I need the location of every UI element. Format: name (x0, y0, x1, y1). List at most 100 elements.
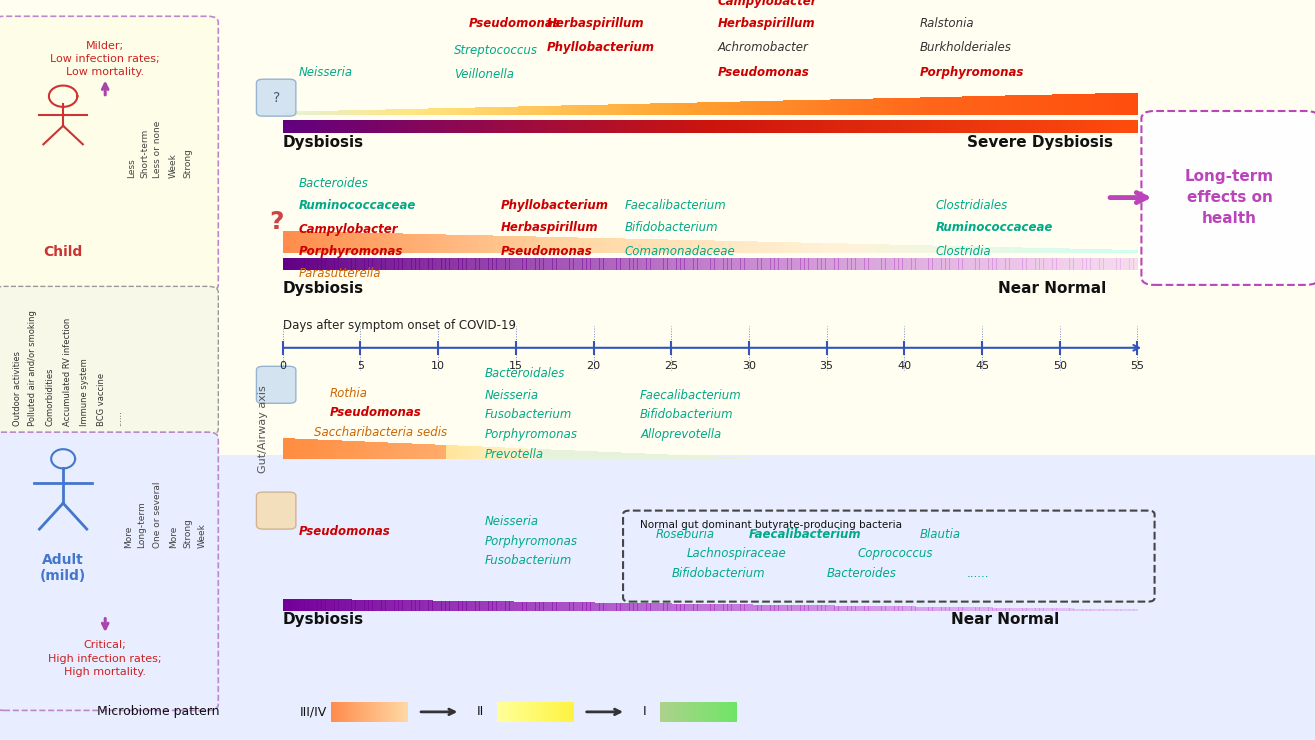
Bar (539, 702, 540, 722)
Bar (686, 702, 689, 722)
Bar (535, 120, 539, 133)
Bar (1001, 258, 1006, 270)
Polygon shape (565, 450, 568, 459)
Polygon shape (565, 238, 569, 253)
Bar (898, 258, 903, 270)
Text: Achromobacter: Achromobacter (718, 41, 809, 54)
Polygon shape (1014, 95, 1018, 115)
Bar (1111, 258, 1116, 270)
Bar (817, 258, 822, 270)
Polygon shape (476, 446, 479, 459)
Polygon shape (535, 106, 539, 115)
Polygon shape (629, 239, 634, 253)
Polygon shape (655, 104, 660, 115)
Bar (441, 258, 446, 270)
Bar (1090, 609, 1095, 610)
Text: BCG vaccine: BCG vaccine (97, 372, 105, 426)
Bar (761, 258, 767, 270)
Polygon shape (627, 453, 631, 459)
Bar (881, 258, 886, 270)
Bar (1111, 609, 1116, 610)
Bar (372, 702, 373, 722)
Bar (646, 603, 651, 610)
Polygon shape (437, 235, 442, 253)
Bar (663, 603, 668, 610)
Bar (821, 120, 826, 133)
Bar (398, 258, 402, 270)
Polygon shape (479, 446, 481, 459)
Bar (974, 120, 980, 133)
Text: Dysbiosis: Dysbiosis (283, 135, 364, 149)
Bar (381, 600, 387, 610)
Polygon shape (702, 102, 706, 115)
Bar (317, 258, 322, 270)
Bar (1082, 258, 1086, 270)
Bar (692, 702, 693, 722)
Bar (437, 120, 442, 133)
Bar (586, 120, 590, 133)
Polygon shape (809, 243, 813, 253)
Bar (693, 604, 698, 610)
Bar (283, 258, 288, 270)
Polygon shape (429, 109, 433, 115)
Text: Near Normal: Near Normal (951, 612, 1060, 627)
Bar (325, 258, 330, 270)
Bar (531, 702, 533, 722)
Bar (458, 601, 463, 610)
Polygon shape (573, 238, 579, 253)
FancyBboxPatch shape (256, 492, 296, 529)
Bar (1001, 608, 1006, 610)
Bar (796, 258, 801, 270)
Bar (437, 258, 442, 270)
Bar (771, 258, 775, 270)
Polygon shape (757, 101, 763, 115)
Bar (377, 702, 379, 722)
Bar (402, 600, 408, 610)
Bar (539, 258, 544, 270)
Bar (552, 258, 558, 270)
Bar (731, 120, 736, 133)
Polygon shape (416, 109, 419, 115)
Polygon shape (689, 103, 694, 115)
Bar (600, 120, 604, 133)
Polygon shape (817, 243, 822, 253)
Bar (351, 258, 356, 270)
Polygon shape (425, 444, 427, 459)
Bar (560, 602, 565, 610)
Bar (402, 258, 408, 270)
Polygon shape (512, 448, 514, 459)
Bar (663, 120, 668, 133)
Polygon shape (629, 104, 634, 115)
Polygon shape (1001, 95, 1006, 115)
Bar (345, 702, 346, 722)
Polygon shape (660, 454, 663, 459)
Bar (957, 607, 963, 610)
Bar (509, 258, 514, 270)
Polygon shape (389, 233, 394, 253)
Bar (730, 702, 731, 722)
Polygon shape (1048, 248, 1052, 253)
Polygon shape (339, 440, 342, 459)
FancyBboxPatch shape (0, 16, 218, 291)
Polygon shape (327, 440, 330, 459)
Bar (547, 120, 552, 133)
Bar (868, 258, 873, 270)
Text: Pseudomonas: Pseudomonas (469, 17, 562, 30)
Bar (704, 702, 705, 722)
Bar (740, 120, 744, 133)
Polygon shape (744, 458, 747, 459)
Bar (634, 120, 638, 133)
Polygon shape (1060, 94, 1065, 115)
Bar (351, 120, 356, 133)
Bar (479, 258, 484, 270)
Polygon shape (547, 106, 552, 115)
Polygon shape (530, 106, 535, 115)
Bar (437, 601, 442, 610)
Bar (364, 702, 366, 722)
Bar (441, 601, 446, 610)
Polygon shape (706, 102, 711, 115)
Bar (547, 702, 548, 722)
Polygon shape (684, 103, 689, 115)
Bar (813, 258, 818, 270)
Bar (826, 258, 831, 270)
